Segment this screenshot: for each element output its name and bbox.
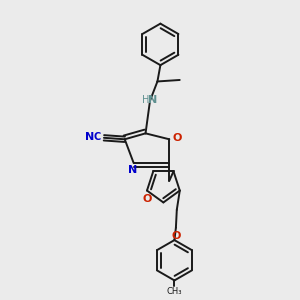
Text: N: N (85, 132, 94, 142)
Text: N: N (128, 165, 137, 176)
Text: O: O (171, 231, 181, 241)
Text: O: O (172, 133, 182, 143)
Text: O: O (143, 194, 152, 204)
Text: N: N (148, 95, 158, 105)
Text: CH₃: CH₃ (167, 287, 182, 296)
Text: H: H (142, 95, 149, 105)
Text: C: C (94, 132, 101, 142)
